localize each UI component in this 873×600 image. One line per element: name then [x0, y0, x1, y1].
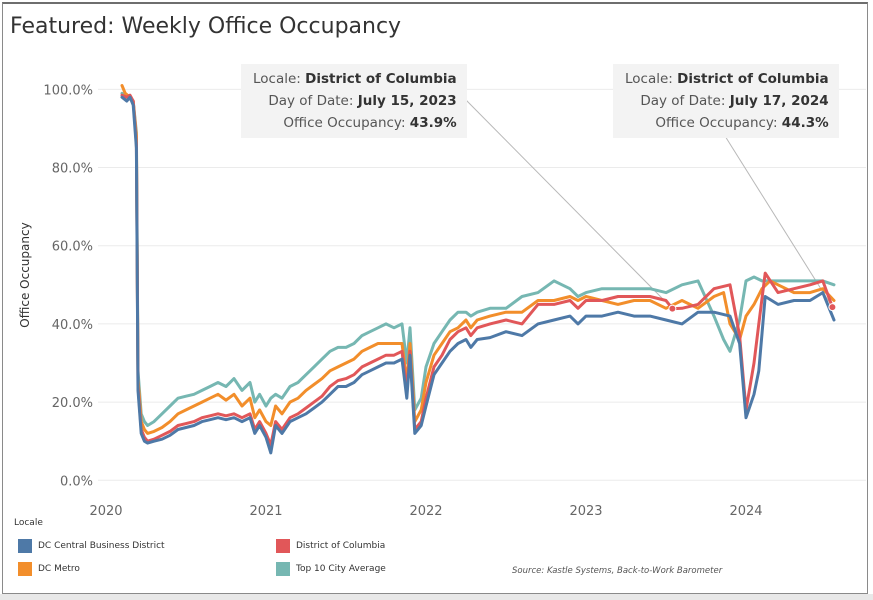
series-line-district-of-columbia: [120, 93, 834, 447]
y-tick-label: 0.0%: [60, 474, 93, 489]
tooltip-occupancy-value: 43.9%: [409, 115, 457, 131]
tooltip-date-label: Day of Date:: [268, 93, 354, 109]
y-tick-label: 100.0%: [43, 83, 93, 98]
legend-item-dc-metro[interactable]: DC Metro: [18, 562, 80, 576]
legend-heading: Locale: [14, 518, 43, 528]
tooltip-leader-line: [465, 99, 673, 310]
x-tick-label: 2023: [569, 504, 602, 519]
tooltip-locale-value: District of Columbia: [677, 71, 829, 87]
legend-label: District of Columbia: [296, 541, 386, 551]
legend-item-district-of-columbia[interactable]: District of Columbia: [276, 539, 385, 553]
page-title: Featured: Weekly Office Occupancy: [10, 14, 402, 39]
bottom-bar: [0, 594, 873, 600]
x-tick-label: 2020: [89, 504, 122, 519]
legend-label: Top 10 City Average: [296, 564, 386, 574]
y-tick-label: 60.0%: [52, 240, 93, 255]
legend-item-top-10-city-average[interactable]: Top 10 City Average: [276, 562, 386, 576]
tooltip-point: [828, 303, 837, 312]
tooltip-2023: Locale: District of Columbia Day of Date…: [241, 64, 467, 138]
tooltip-occupancy-row: Office Occupancy: 43.9%: [253, 112, 457, 134]
tooltip-date-value: July 15, 2023: [357, 93, 457, 109]
y-tick-label: 20.0%: [52, 396, 93, 411]
tooltip-date-label: Day of Date:: [640, 93, 726, 109]
series-line-top-10-city-average: [120, 91, 836, 427]
legend-swatch: [276, 562, 290, 576]
legend-item-dc-cbd[interactable]: DC Central Business District: [18, 539, 165, 553]
tooltip-occupancy-value: 44.3%: [781, 115, 829, 131]
tooltip-occupancy-label: Office Occupancy:: [655, 115, 778, 131]
tooltip-locale-label: Locale:: [253, 71, 301, 87]
tooltip-date-row: Day of Date: July 17, 2024: [625, 90, 829, 112]
tooltip-date-row: Day of Date: July 15, 2023: [253, 90, 457, 112]
tooltip-point: [668, 304, 677, 313]
legend-label: DC Metro: [38, 564, 80, 574]
y-axis-label: Office Occupancy: [18, 222, 32, 327]
series-line-dc-central-business-district: [120, 95, 836, 455]
tooltip-locale-row: Locale: District of Columbia: [625, 68, 829, 90]
legend-swatch: [18, 562, 32, 576]
y-tick-label: 40.0%: [52, 318, 93, 333]
x-tick-label: 2024: [729, 504, 762, 519]
tooltip-locale-value: District of Columbia: [305, 71, 457, 87]
tooltip-date-value: July 17, 2024: [729, 93, 829, 109]
x-tick-label: 2022: [409, 504, 442, 519]
x-tick-label: 2021: [249, 504, 282, 519]
series-line-dc-metro: [120, 84, 836, 435]
tooltip-locale-label: Locale:: [625, 71, 673, 87]
tooltip-occupancy-label: Office Occupancy:: [283, 115, 406, 131]
legend-swatch: [276, 539, 290, 553]
tooltip-leader-line: [724, 135, 833, 308]
y-tick-label: 80.0%: [52, 162, 93, 177]
legend-label: DC Central Business District: [38, 541, 165, 551]
legend-swatch: [18, 539, 32, 553]
tooltip-locale-row: Locale: District of Columbia: [253, 68, 457, 90]
tooltip-occupancy-row: Office Occupancy: 44.3%: [625, 112, 829, 134]
source-note: Source: Kastle Systems, Back-to-Work Bar…: [512, 566, 723, 576]
tooltip-2024: Locale: District of Columbia Day of Date…: [613, 64, 839, 138]
